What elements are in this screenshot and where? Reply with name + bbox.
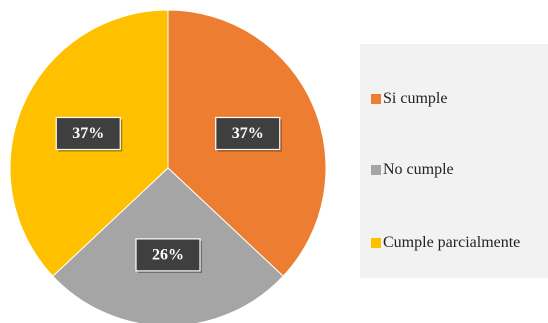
legend-swatch-no-cumple [371,165,381,175]
legend-swatch-si-cumple [371,94,381,104]
data-label-box [215,116,281,151]
data-label-box [55,116,121,151]
data-label-text: 37% [232,125,264,142]
data-label-no-cumple: 26% [135,238,202,273]
legend-item-cumple-parcialmente: Cumple parcialmente [371,234,520,252]
data-label-cumple-parcialmente: 37% [55,116,123,152]
legend-label-no-cumple: No cumple [383,161,454,178]
data-label-text: 26% [152,247,184,264]
pie-slices [9,9,327,323]
pie-data-labels: 37% 26% 37% [55,116,282,273]
legend-label-si-cumple: Si cumple [383,90,448,107]
legend-item-no-cumple: No cumple [371,161,454,179]
legend-item-si-cumple: Si cumple [371,90,447,108]
data-label-text: 37% [72,125,104,142]
data-label-si-cumple: 37% [215,116,282,152]
legend: Si cumple No cumple Cumple parcialmente [360,44,548,278]
legend-swatch-cumple-parcialmente [371,238,381,248]
data-label-box [135,238,201,272]
legend-label-cumple-parcialmente: Cumple parcialmente [383,234,521,251]
